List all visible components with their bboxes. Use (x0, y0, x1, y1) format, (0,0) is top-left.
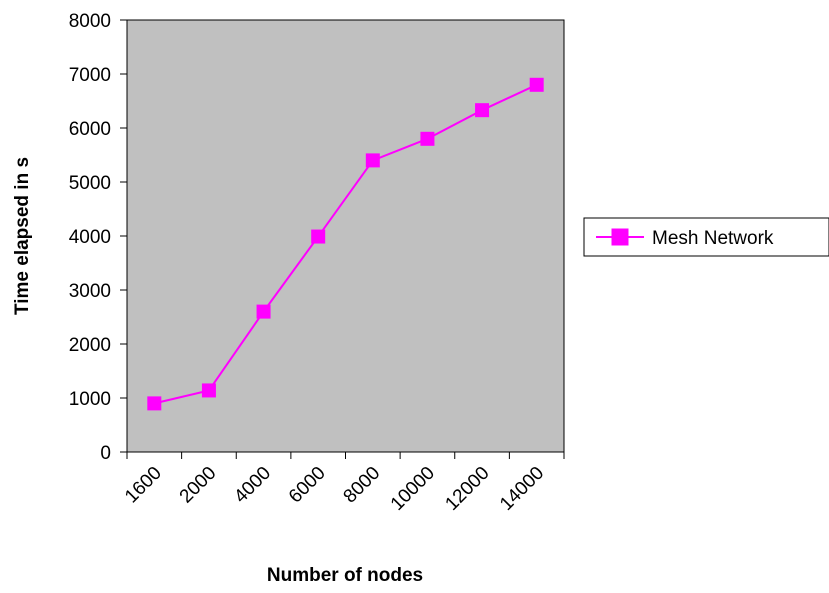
data-point-marker (256, 304, 271, 319)
legend-label-mesh-network: Mesh Network (652, 228, 774, 249)
data-point-marker (311, 229, 326, 244)
x-tick-label: 14000 (496, 463, 548, 515)
y-tick-label: 0 (100, 443, 111, 464)
x-tick-label: 12000 (441, 463, 493, 515)
data-point-marker (420, 131, 435, 146)
y-axis: 0 1000 2000 3000 4000 5000 6000 7000 8000 (69, 11, 128, 464)
y-tick-label: 3000 (69, 281, 111, 302)
y-tick-label: 7000 (69, 65, 111, 86)
x-axis-title: Number of nodes (267, 565, 423, 586)
x-tick-label: 2000 (176, 463, 221, 508)
data-point-marker (365, 153, 380, 168)
data-point-marker (147, 396, 162, 411)
y-tick-label: 4000 (69, 227, 111, 248)
y-axis-title: Time elapsed in s (12, 157, 33, 315)
legend: Mesh Network (583, 217, 829, 257)
x-tick-label: 4000 (230, 463, 275, 508)
data-point-marker (475, 103, 490, 118)
plot-area (126, 19, 565, 453)
legend-marker-square-icon (611, 228, 629, 246)
data-point-marker (529, 77, 544, 92)
x-tick-label: 10000 (387, 463, 439, 515)
data-point-marker (201, 383, 216, 398)
x-tick-label: 6000 (285, 463, 330, 508)
x-tick-label: 1600 (121, 463, 166, 508)
y-tick-label: 8000 (69, 11, 111, 32)
x-tick-label: 8000 (340, 463, 385, 508)
series-mesh-network (147, 77, 544, 411)
y-tick-label: 2000 (69, 335, 111, 356)
y-tick-label: 1000 (69, 389, 111, 410)
x-axis: 1600 2000 4000 6000 8000 10000 12000 14000 (121, 451, 565, 515)
series-line (154, 83, 538, 405)
y-tick-label: 6000 (69, 119, 111, 140)
y-tick-label: 5000 (69, 173, 111, 194)
